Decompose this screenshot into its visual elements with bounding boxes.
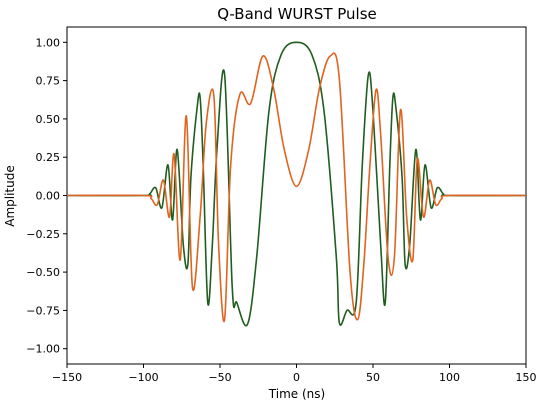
series-line-1 [66,41,527,327]
x-tick-label: 150 [516,371,537,384]
x-tick-label: −150 [52,371,82,384]
x-tick-label: 0 [293,371,300,384]
y-tick-label: −1.00 [26,343,60,356]
y-tick-label: 0.75 [36,75,61,88]
x-tick-label: 50 [366,371,380,384]
x-axis-ticks: −150 −100 −50 0 50 100 150 [52,364,537,384]
x-tick-label: −50 [208,371,231,384]
y-tick-label: 1.00 [36,36,61,49]
y-tick-label: 0.50 [36,113,61,126]
y-axis-ticks: −1.00 −0.75 −0.50 −0.25 0.00 0.25 0.50 0.75 1.00 [26,36,67,356]
chart-title: Q-Band WURST Pulse [217,5,377,23]
x-axis-title: Time (ns) [268,387,325,401]
series-line-2 [66,52,527,323]
y-tick-label: −0.50 [26,266,60,279]
x-tick-label: 100 [439,371,460,384]
y-tick-label: −0.75 [26,304,60,317]
y-tick-label: 0.00 [36,190,61,203]
y-tick-label: −0.25 [26,228,60,241]
y-tick-label: 0.25 [36,151,61,164]
y-axis-title: Amplitude [3,165,17,227]
x-tick-label: −100 [128,371,158,384]
series-layer [66,41,527,327]
